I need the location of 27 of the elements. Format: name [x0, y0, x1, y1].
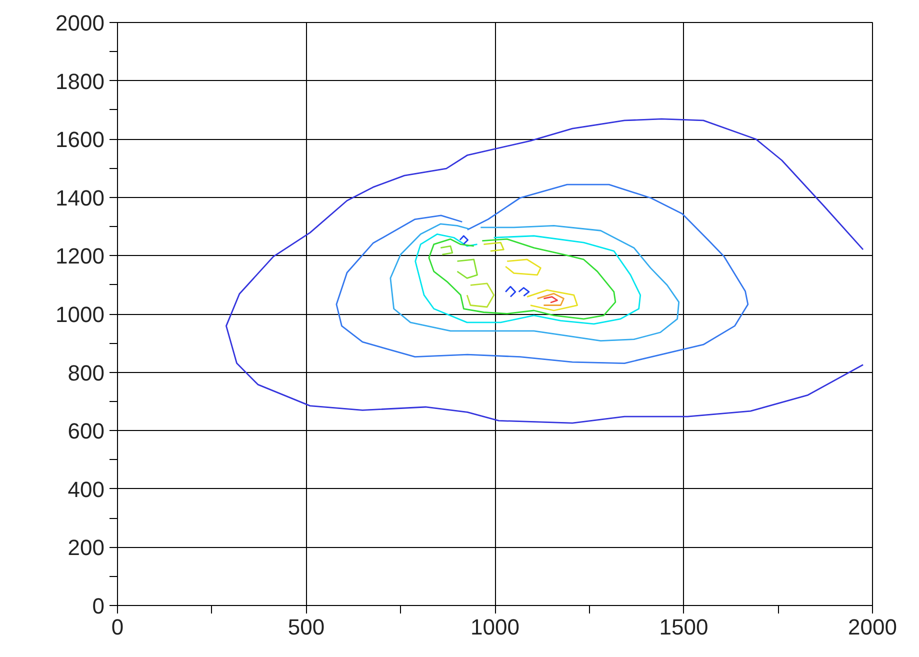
line-series: [414, 233, 642, 325]
y-tick-label: 1000: [56, 302, 105, 327]
line-series: [428, 238, 616, 320]
y-tick-label: 1200: [56, 244, 105, 269]
x-tick-label: 500: [288, 614, 325, 640]
x-tick-label: 1500: [659, 614, 708, 640]
y-tick-label: 800: [68, 360, 105, 386]
y-tick-label: 400: [68, 476, 105, 502]
x-tick-label: 2000: [848, 614, 897, 640]
line-series: [482, 242, 504, 252]
line-series: [440, 245, 454, 256]
line-series: [336, 184, 749, 364]
line-series: [390, 223, 680, 342]
y-tick-label: 600: [68, 418, 105, 444]
line-series: [226, 118, 864, 424]
y-tick-label: 200: [68, 535, 105, 560]
line-series: [526, 289, 578, 312]
y-tick-label: 2000: [56, 10, 105, 36]
line-series: [466, 282, 495, 308]
y-tick-label: 0: [92, 594, 105, 618]
x-tick-label: 1000: [470, 614, 520, 640]
line-series: [504, 258, 542, 276]
y-tick-label: 1400: [56, 185, 105, 210]
x-tick-label: 0: [111, 614, 124, 640]
line-series: [456, 258, 478, 279]
y-tick-label: 1800: [56, 68, 105, 94]
y-tick-label: 1600: [56, 127, 105, 152]
